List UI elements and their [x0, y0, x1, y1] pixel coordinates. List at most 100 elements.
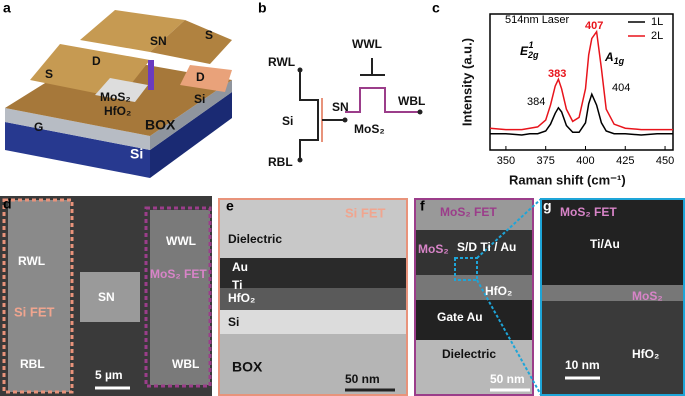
label: RBL: [268, 155, 293, 169]
panel-label: f: [420, 198, 425, 214]
x-tick-label: 450: [656, 155, 674, 167]
label: 5 µm: [95, 368, 123, 382]
panel-label: b: [258, 0, 267, 16]
label: Ti: [232, 278, 242, 292]
label: RBL: [20, 357, 45, 371]
zoom-lines: [476, 198, 542, 396]
panel-label: g: [543, 198, 552, 214]
tem-layer: [218, 310, 408, 334]
label: Si FET: [14, 304, 55, 319]
zoom-box: [454, 257, 478, 281]
label: MoS₂: [354, 122, 385, 136]
peak-label: 407: [585, 20, 603, 32]
annotation: A1g: [604, 50, 625, 66]
series-line: [490, 92, 673, 136]
x-tick-label: 375: [537, 155, 555, 167]
label: D: [196, 70, 205, 84]
legend-label: 2L: [651, 30, 663, 42]
label: MoS₂ FET: [150, 267, 207, 281]
label: SN: [332, 100, 349, 114]
tem-layer: [414, 300, 534, 340]
sem-region: [150, 210, 210, 385]
panel-label: a: [3, 0, 11, 16]
x-tick-label: 400: [576, 155, 594, 167]
label: BOX: [145, 117, 176, 133]
label: HfO₂: [228, 291, 255, 305]
panel-border: [540, 198, 685, 396]
label: S: [205, 28, 213, 42]
label: Dielectric: [228, 232, 282, 246]
tem-layer: [414, 275, 534, 300]
label: BOX: [232, 359, 263, 375]
panel-border: [218, 198, 408, 396]
annotation-part: 2g: [527, 50, 539, 60]
label: Si: [282, 114, 293, 128]
label: WBL: [172, 357, 199, 371]
peak-label: 383: [548, 68, 566, 80]
label: WWL: [352, 37, 382, 51]
x-tick-label: 350: [497, 155, 515, 167]
label: HfO₂: [632, 347, 659, 361]
label: HfO₂: [104, 104, 131, 118]
label: RWL: [18, 254, 45, 268]
label: 50 nm: [490, 372, 525, 386]
sem-region: [8, 200, 70, 392]
label: Dielectric: [442, 347, 496, 361]
si-fet-box: [2, 198, 74, 394]
tem-layer: [414, 230, 534, 275]
annotation-part: 1g: [614, 56, 625, 66]
label: Si: [130, 146, 143, 162]
panel-label: d: [3, 196, 12, 212]
label: Si: [194, 92, 205, 106]
label: 10 nm: [565, 358, 600, 372]
label: Au: [232, 260, 248, 274]
legend-label: 1L: [651, 16, 663, 28]
label: MoS₂: [100, 90, 131, 104]
label: MoS₂ FET: [560, 205, 617, 219]
x-tick-label: 425: [616, 155, 634, 167]
annotation-part: A: [604, 50, 614, 64]
tem-layer: [218, 288, 408, 310]
panel-label: e: [226, 198, 234, 214]
tem-layer: [218, 258, 408, 288]
annotation: E2g1: [520, 40, 539, 60]
tem-layer: [414, 340, 534, 396]
label: 50 nm: [345, 372, 380, 386]
tem-layer: [218, 334, 408, 396]
plot-frame: [489, 13, 674, 151]
y-axis-label: Intensity (a.u.): [459, 38, 474, 126]
peak-label: 404: [612, 82, 630, 94]
device-schematic: [5, 10, 232, 178]
label: Si: [228, 315, 239, 329]
peak-label: 384: [527, 96, 545, 108]
circuit-diagram: [297, 58, 423, 163]
label: S/D Ti / Au: [457, 240, 516, 254]
label: Si FET: [345, 205, 386, 220]
label: SN: [98, 290, 115, 304]
label: WBL: [398, 94, 425, 108]
label: D: [92, 54, 101, 68]
label: MoS₂: [632, 289, 663, 303]
label: WWL: [166, 234, 196, 248]
tem-layer: [540, 301, 685, 396]
sem-region: [80, 272, 140, 322]
series-line: [489, 29, 673, 131]
label: SN: [150, 34, 167, 48]
annotation-part: 1: [529, 40, 534, 50]
mos2-fet-box: [144, 206, 212, 388]
label: HfO₂: [485, 284, 512, 298]
panel-border: [414, 198, 534, 396]
label: MoS₂: [418, 242, 449, 256]
label: MoS₂ FET: [440, 205, 497, 219]
label: RWL: [268, 55, 295, 69]
annotation-part: E: [520, 44, 529, 58]
label: G: [34, 120, 43, 134]
label: Ti/Au: [590, 237, 620, 251]
tem-layer: [540, 285, 685, 301]
label: Gate Au: [437, 310, 483, 324]
annotation: 514nm Laser: [505, 14, 570, 26]
label: S: [45, 67, 53, 81]
panel-label: c: [432, 0, 440, 16]
x-axis-label: Raman shift (cm⁻¹): [509, 172, 626, 187]
